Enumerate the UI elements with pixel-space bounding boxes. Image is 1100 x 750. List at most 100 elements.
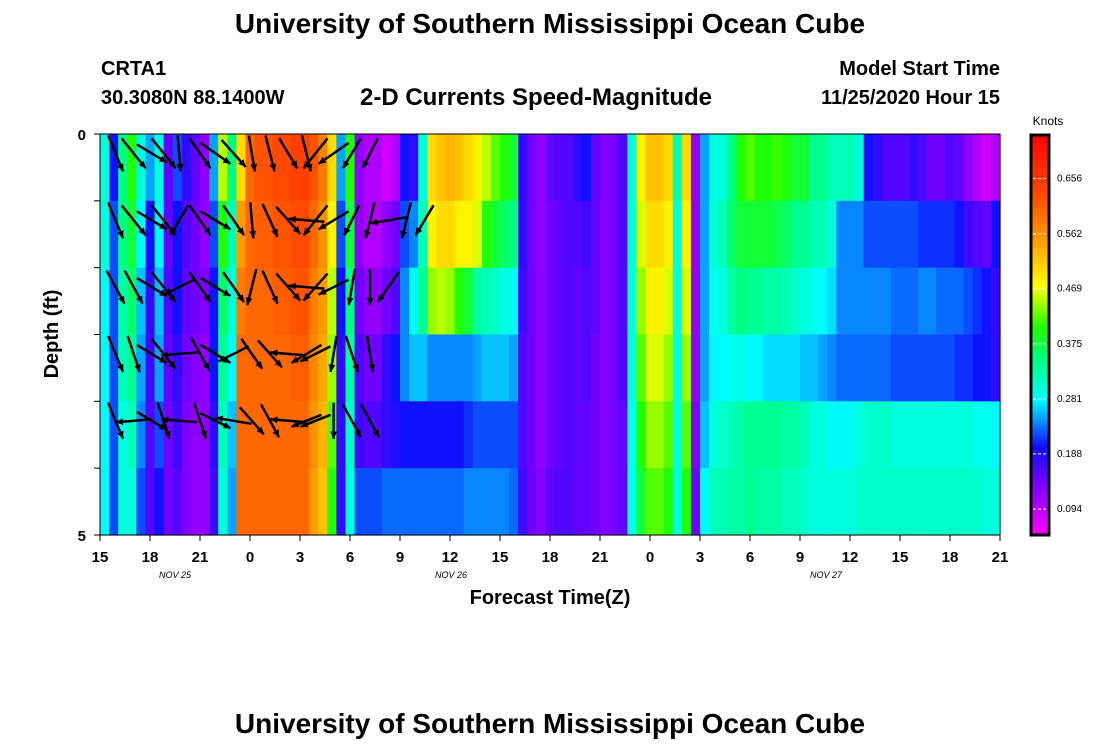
heatmap-cell [454,200,465,269]
heatmap-cell [590,334,601,402]
current-vector-arrow [317,141,350,165]
heatmap-cell [245,468,256,536]
current-vector-arrow [220,139,247,168]
heatmap-cell [627,468,637,536]
current-vector-arrow [288,215,325,224]
heatmap-cell [363,334,374,402]
heatmap-cell [209,200,219,269]
heatmap-cell [100,401,110,469]
heatmap-cell [954,334,965,402]
heatmap-cell [827,200,837,269]
heatmap-cell [363,468,374,536]
heatmap-cell [727,267,737,336]
heatmap-cell [463,267,474,336]
heatmap-cell [854,267,865,336]
heatmap-cell [936,267,947,336]
heatmap-cell [690,334,701,402]
heatmap-cell [727,134,737,202]
heatmap-cell [263,267,274,336]
heatmap-cell [427,134,437,202]
heatmap-cell [745,334,756,402]
heatmap-cell [345,200,356,269]
heatmap-cell [354,334,365,402]
heatmap-cell [472,134,483,202]
heatmap-cell [245,334,256,402]
heatmap-cell [854,401,865,469]
heatmap-cell [954,468,965,536]
heatmap-cell [300,267,310,336]
heatmap-cell [827,468,837,536]
current-vector-arrow [247,135,258,172]
heatmap-cell [800,468,810,536]
heatmap-cell [318,200,328,269]
heatmap-cell [509,334,519,402]
heatmap-cell [245,200,256,269]
heatmap-cell [636,334,647,402]
heatmap-cell [700,267,710,336]
heatmap-cell [754,200,765,269]
heatmap-cell [636,468,647,536]
heatmap-cell [181,468,192,536]
heatmap-cell [990,401,1001,469]
heatmap-cell [745,134,756,202]
heatmap-cell [281,468,292,536]
heatmap-cell [463,468,474,536]
x-tick-label: 0 [646,549,654,566]
heatmap-cell [454,401,465,469]
heatmap-cell [463,401,474,469]
heatmap-cell [518,468,528,536]
heatmap-cell [172,468,183,536]
heatmap-cell [163,334,174,402]
heatmap-cell [690,267,701,336]
heatmap-cell [590,134,601,202]
heatmap-cell [372,200,383,269]
heatmap-cells [100,134,1001,536]
heatmap-cell [836,401,847,469]
current-vector-arrow [238,406,265,436]
heatmap-cell [736,134,747,202]
heatmap-cell [900,401,910,469]
heatmap-cell [218,401,228,469]
heatmap-cell [581,134,592,202]
current-vector-arrow [369,216,407,226]
heatmap-cell [181,200,192,269]
heatmap-cell [554,200,565,269]
heatmap-cell [163,468,174,536]
y-tick-label: 0 [78,127,86,144]
heatmap-cell [709,134,719,202]
current-vector-arrow [264,135,277,172]
current-vector-arrow [106,134,125,172]
heatmap-cell [190,200,201,269]
heatmap-cell [100,334,110,402]
heatmap-cell [336,134,347,202]
heatmap-cell [190,401,201,469]
heatmap-cell [990,334,1001,402]
heatmap-cell [881,267,892,336]
heatmap-cell [872,200,883,269]
current-vector-arrow [343,204,361,236]
date-label: NOV 26 [435,570,467,580]
heatmap-cell [527,401,537,469]
heatmap-cell [418,468,428,536]
heatmap-cell [554,401,565,469]
heatmap-cell [490,401,501,469]
current-vector-arrow [160,416,198,424]
current-vector-arrow [163,278,195,296]
heatmap-cell [681,401,692,469]
heatmap-cell [636,267,647,336]
heatmap-cell [390,134,401,202]
heatmap-cell [318,468,328,536]
colorbar-unit: Knots [1033,114,1064,128]
heatmap-cell [245,134,256,202]
heatmap-cell [390,334,401,402]
heatmap-cell [281,134,292,202]
x-tick-label: 6 [746,549,754,566]
heatmap-cell [818,134,828,202]
heatmap-cell [890,334,901,402]
date-label: NOV 27 [810,570,843,580]
heatmap-cell [381,200,392,269]
heatmap-cell [854,334,865,402]
heatmap-cell [154,334,165,402]
heatmap-cell [609,334,619,402]
heatmap-cell [963,401,974,469]
